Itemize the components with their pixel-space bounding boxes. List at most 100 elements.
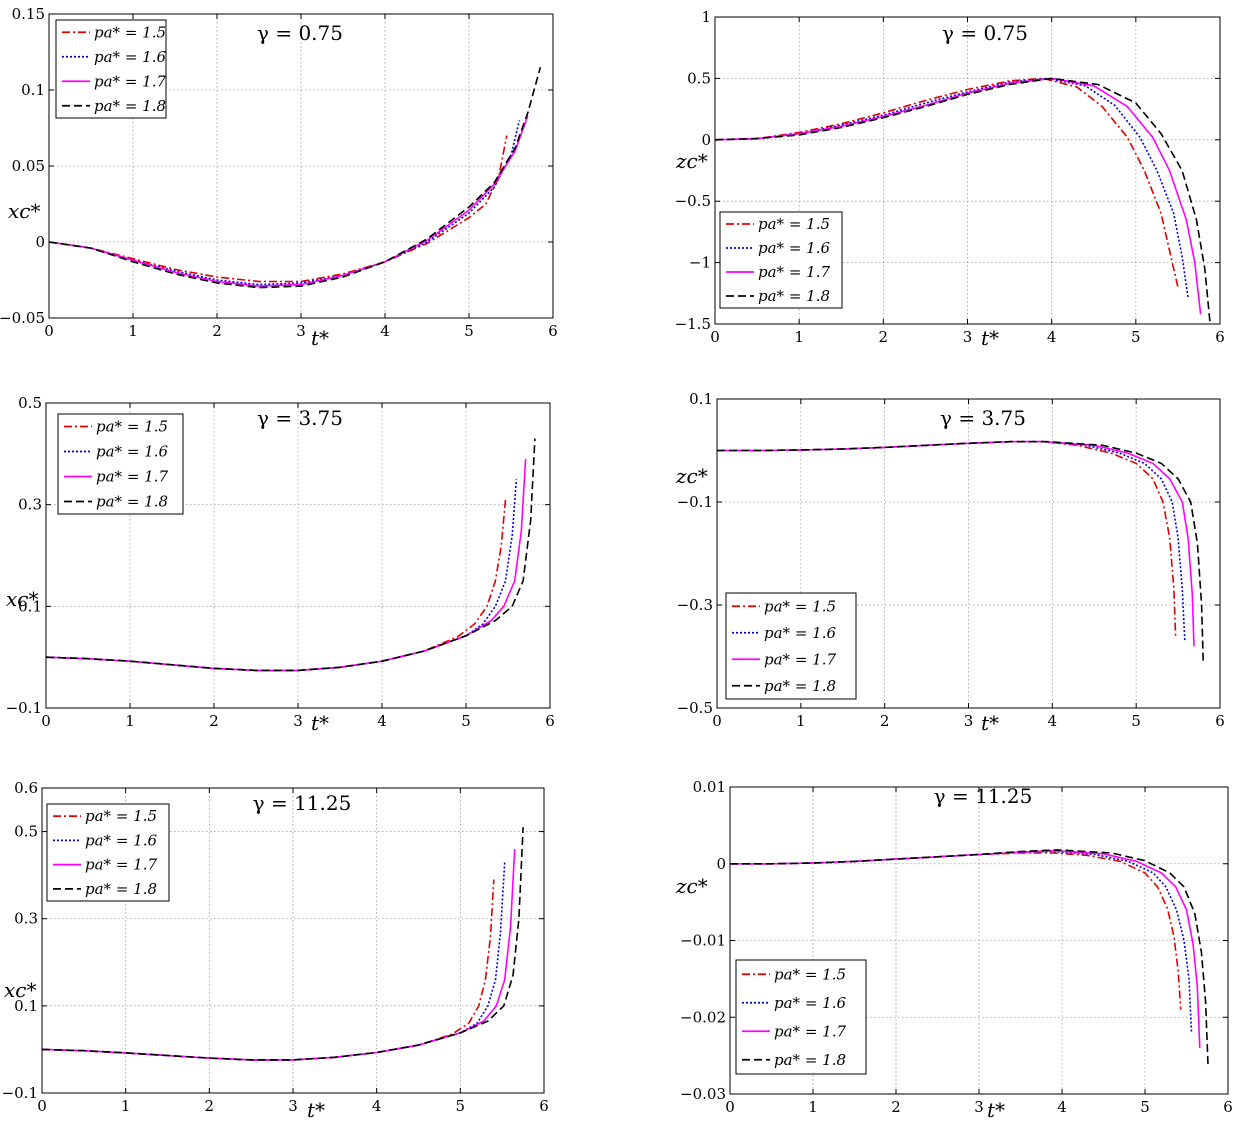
x-tick-label: 2: [212, 322, 222, 340]
x-tick-label: 1: [128, 322, 138, 340]
x-tick-label: 5: [456, 1097, 466, 1115]
x-tick-label: 2: [891, 1098, 901, 1116]
y-tick-label: 0.6: [14, 779, 38, 797]
legend-entry-4: pa* = 1.8: [85, 880, 157, 898]
y-tick-label: −0.03: [680, 1085, 726, 1103]
x-tick-label: 5: [1131, 328, 1141, 346]
x-tick-label: 4: [1047, 328, 1057, 346]
series-line-1: [730, 852, 1182, 1010]
y-tick-label: 0.5: [687, 69, 711, 87]
legend-box: [46, 803, 170, 902]
y-tick-label: 0.1: [689, 390, 713, 408]
y-tick-label: −1.5: [675, 315, 711, 333]
legend-entry-1: pa* = 1.5: [774, 965, 846, 983]
series-line-4: [41, 827, 524, 1061]
x-tick-label: 6: [548, 322, 558, 340]
x-tick-label: 2: [209, 712, 219, 730]
x-axis-label: t*: [311, 711, 329, 735]
legend-box: [719, 211, 843, 309]
legend-box: [57, 413, 184, 515]
series-line-3: [714, 77, 1202, 315]
legend-entry-1: pa* = 1.5: [758, 215, 830, 233]
x-tick-label: 1: [796, 712, 806, 730]
legend-entry-3: pa* = 1.7: [94, 72, 166, 90]
plot-frame: [716, 398, 1221, 709]
legend-entry-4: pa* = 1.8: [94, 97, 166, 115]
chart-panel-2: 0 1 2 3 4 5 6 −1.5 −1 −0.5 0 0.5 1 γ = 0.75 t* zc* pa* =…: [675, 8, 1225, 350]
series-line-3: [48, 115, 529, 287]
chart-title: γ = 3.75: [257, 406, 343, 430]
y-axis-label: zc*: [675, 464, 708, 488]
y-tick-label: 0.1: [21, 81, 45, 99]
x-tick-label: 0: [710, 328, 720, 346]
chart-panel-5: 0 1 2 3 4 5 6 −0.1 0.1 0.3 0.5 0.6 γ = 11.25 t* xc* pa*…: [2, 779, 549, 1122]
chart-title: γ = 0.75: [257, 21, 343, 45]
x-tick-label: 5: [1140, 1098, 1150, 1116]
legend: pa* = 1.5 pa* = 1.6 pa* = 1.7 pa* = 1.8: [725, 592, 857, 700]
legend-box: [55, 19, 167, 119]
y-axis-label: xc*: [8, 199, 40, 223]
y-tick-label: −0.01: [680, 932, 726, 950]
y-tick-label: 0.3: [18, 496, 42, 514]
series-line-4: [48, 66, 542, 289]
chart-title: γ = 0.75: [942, 21, 1028, 45]
x-tick-label: 1: [794, 328, 804, 346]
legend-entry-3: pa* = 1.7: [758, 263, 830, 281]
x-tick-label: 3: [288, 1097, 298, 1115]
x-tick-label: 1: [808, 1098, 818, 1116]
legend-entry-4: pa* = 1.8: [758, 287, 830, 305]
y-tick-label: −0.5: [677, 699, 713, 717]
x-tick-label: 0: [41, 712, 51, 730]
x-tick-label: 4: [380, 322, 390, 340]
x-axis-label: t*: [311, 326, 329, 350]
series-line-2: [48, 120, 521, 286]
legend-entry-3: pa* = 1.7: [85, 856, 157, 874]
chart-title: γ = 11.25: [253, 791, 352, 815]
x-tick-label: 3: [296, 322, 306, 340]
series-line-1: [48, 135, 508, 283]
x-tick-label: 6: [1223, 1098, 1233, 1116]
plot-frame: [714, 16, 1221, 325]
y-tick-label: 0.1: [14, 997, 38, 1015]
chart-title: γ = 3.75: [940, 406, 1026, 430]
y-axis-label: zc*: [675, 149, 708, 173]
legend-entry-2: pa* = 1.6: [774, 994, 846, 1012]
x-tick-label: 1: [121, 1097, 131, 1115]
legend-entry-2: pa* = 1.6: [96, 443, 168, 461]
x-tick-label: 3: [963, 328, 973, 346]
chart-panel-6: 0 1 2 3 4 5 6 −0.03 −0.02 −0.01 0 0.01 γ = 11.25 t* zc…: [675, 778, 1233, 1122]
series-line-1: [41, 879, 495, 1061]
y-tick-label: 0.5: [14, 823, 38, 841]
legend-entry-1: pa* = 1.5: [94, 23, 166, 41]
y-tick-label: 1: [701, 8, 711, 26]
x-tick-label: 2: [879, 328, 889, 346]
series-line-4: [717, 440, 1204, 662]
chart-title: γ = 11.25: [934, 784, 1033, 808]
legend: pa* = 1.5 pa* = 1.6 pa* = 1.7 pa* = 1.8: [57, 413, 184, 515]
x-tick-label: 0: [44, 322, 54, 340]
y-tick-label: −0.1: [677, 493, 713, 511]
y-axis-label: xc*: [4, 978, 36, 1002]
x-tick-label: 4: [377, 712, 387, 730]
legend-entry-2: pa* = 1.6: [85, 831, 157, 849]
x-tick-label: 6: [1215, 328, 1225, 346]
x-tick-label: 3: [964, 712, 974, 730]
y-tick-label: −0.05: [0, 309, 45, 327]
y-tick-label: −0.5: [675, 192, 711, 210]
y-tick-label: 0: [716, 855, 726, 873]
legend-entry-3: pa* = 1.7: [774, 1022, 846, 1040]
legend-entry-4: pa* = 1.8: [764, 677, 836, 695]
x-tick-label: 5: [461, 712, 471, 730]
chart-panel-3: 0 1 2 3 4 5 6 −0.1 0.1 0.3 0.5 γ = 3.75 t* xc* pa* = 1…: [6, 394, 555, 735]
legend-entry-1: pa* = 1.5: [96, 418, 168, 436]
legend-entry-1: pa* = 1.5: [85, 807, 157, 825]
y-tick-label: 0.05: [12, 157, 45, 175]
y-tick-label: −0.1: [2, 1084, 38, 1102]
y-tick-label: 0: [701, 131, 711, 149]
y-axis-label: xc*: [6, 587, 38, 611]
y-tick-label: −0.02: [680, 1008, 726, 1026]
y-tick-label: 0.5: [18, 394, 42, 412]
legend: pa* = 1.5 pa* = 1.6 pa* = 1.7 pa* = 1.8: [719, 211, 843, 309]
x-tick-label: 1: [125, 712, 135, 730]
